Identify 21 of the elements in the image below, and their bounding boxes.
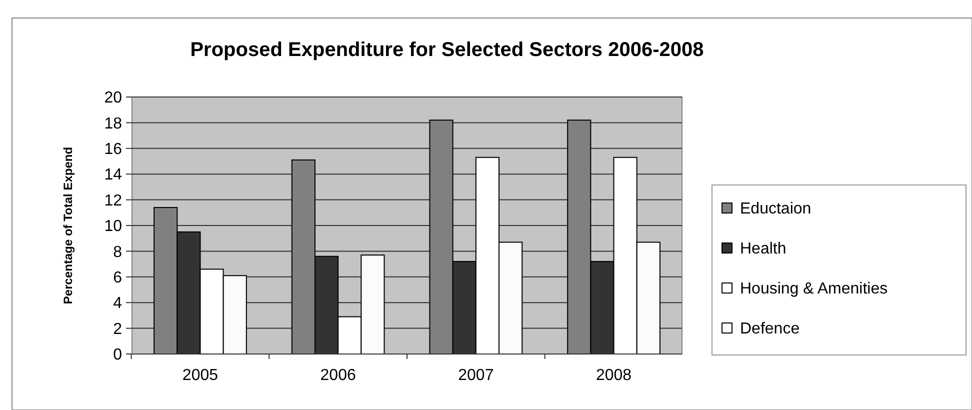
legend-label: Health [740, 240, 786, 258]
y-axis-title: Percentage of Total Expend [61, 146, 75, 304]
legend-label: Housing & Amenities [740, 280, 888, 298]
y-tick-label: 10 [104, 218, 122, 236]
y-tick-label: 2 [113, 320, 122, 338]
legend-label: Defence [740, 320, 800, 338]
x-tick-label: 2007 [458, 367, 494, 384]
x-tick-label: 2005 [182, 367, 218, 384]
legend-label: Eductaion [740, 200, 812, 218]
y-tick-label: 20 [104, 90, 122, 107]
y-tick-label: 16 [104, 141, 122, 158]
y-tick-label: 0 [113, 346, 122, 364]
x-tick-label: 2008 [596, 367, 632, 384]
y-tick-label: 8 [113, 244, 122, 261]
y-tick-label: 14 [104, 166, 122, 184]
y-tick-label: 18 [104, 115, 122, 132]
chart-title: Proposed Expenditure for Selected Sectors 2006-2008 [190, 39, 704, 61]
y-tick-label: 4 [113, 295, 122, 312]
x-tick-label: 2006 [320, 367, 356, 384]
y-tick-label: 12 [104, 192, 122, 210]
y-tick-label: 6 [113, 270, 122, 286]
